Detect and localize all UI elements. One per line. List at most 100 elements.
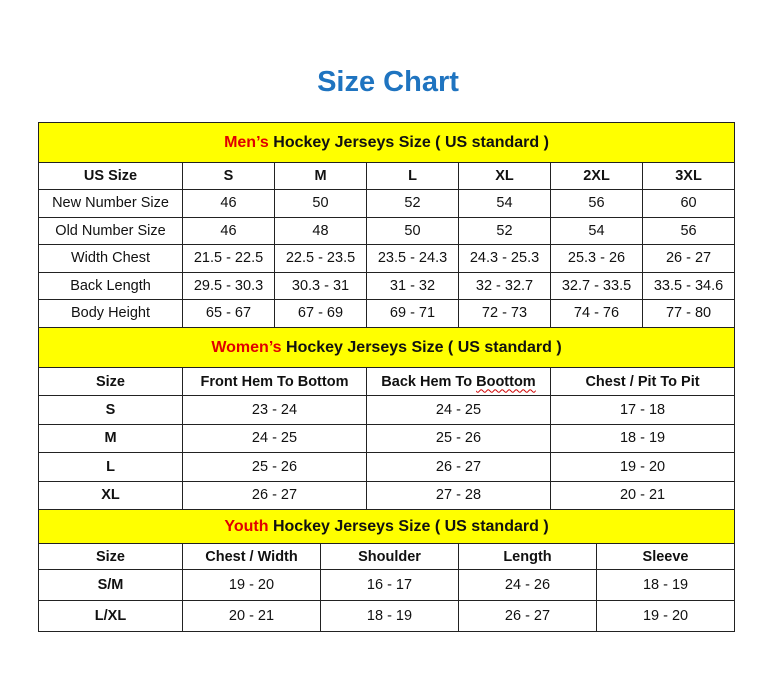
table-cell: 26 - 27 <box>458 600 597 632</box>
column-header-label: XL <box>495 168 514 184</box>
table-cell: 46 <box>182 189 275 218</box>
column-header: Size <box>38 543 183 570</box>
table-cell: 19 - 20 <box>549 452 736 482</box>
row-label: Back Length <box>38 271 183 300</box>
table-cell: 30.3 - 31 <box>274 271 367 300</box>
table-cell: 31 - 32 <box>366 271 459 300</box>
column-header-label: Chest / Pit To Pit <box>585 373 700 390</box>
banner-highlight: Women’s <box>211 338 282 356</box>
table-cell: 65 - 67 <box>182 299 275 328</box>
column-header: Sleeve <box>595 543 736 570</box>
spellcheck-underline: Boottom <box>476 373 536 390</box>
table-cell: 19 - 20 <box>595 600 736 632</box>
row-label: S/M <box>38 569 183 601</box>
table-row: L/XL 20 - 21 18 - 19 26 - 27 19 - 20 <box>38 600 736 632</box>
table-cell: 74 - 76 <box>550 299 643 328</box>
column-header: 3XL <box>641 162 736 190</box>
row-label: L <box>38 452 183 482</box>
table-cell: 24 - 25 <box>182 423 367 453</box>
table-cell: 69 - 71 <box>366 299 459 328</box>
column-header: L <box>366 162 459 190</box>
column-header: Back Hem To Boottom <box>366 367 551 396</box>
column-header-label: S <box>223 168 234 184</box>
table-cell: 32.7 - 33.5 <box>550 271 643 300</box>
page-title: Size Chart <box>317 66 459 98</box>
column-header-label: Front Hem To Bottom <box>200 373 349 390</box>
table-cell: 23.5 - 24.3 <box>366 244 459 273</box>
table-row: Back Length 29.5 - 30.3 30.3 - 31 31 - 32 32… <box>38 271 736 300</box>
table-cell: 22.5 - 23.5 <box>274 244 367 273</box>
table-cell: 29.5 - 30.3 <box>182 271 275 300</box>
women-banner: Women’s Hockey Jerseys Size ( US standar… <box>37 327 736 368</box>
row-label: M <box>38 423 183 453</box>
column-header-label: M <box>314 168 327 184</box>
column-header-label: Back Hem To Boottom <box>381 373 536 390</box>
table-cell: 24 - 26 <box>458 569 597 601</box>
banner-text: Hockey Jerseys Size ( US standard ) <box>281 338 562 356</box>
table-cell: 26 - 27 <box>366 452 551 482</box>
table-cell: 25.3 - 26 <box>550 244 643 273</box>
table-cell: 50 <box>366 216 459 245</box>
row-label: Body Height <box>38 299 183 328</box>
table-row: XL 26 - 27 27 - 28 20 - 21 <box>38 480 736 510</box>
table-row: Body Height 65 - 67 67 - 69 69 - 71 72 - 73 7… <box>38 299 736 328</box>
table-cell: 21.5 - 22.5 <box>182 244 275 273</box>
column-header-label: Shoulder <box>358 548 421 565</box>
column-header: US Size <box>38 162 183 190</box>
table-row: L 25 - 26 26 - 27 19 - 20 <box>38 452 736 482</box>
row-label: New Number Size <box>38 189 183 218</box>
banner-text: Hockey Jerseys Size ( US standard ) <box>268 517 549 535</box>
table-row: New Number Size 46 50 52 54 56 60 <box>38 189 736 218</box>
table-cell: 24 - 25 <box>366 395 551 425</box>
row-label: S <box>38 395 183 425</box>
table-cell: 72 - 73 <box>458 299 551 328</box>
table-cell: 19 - 20 <box>182 569 321 601</box>
table-row: Old Number Size 46 48 50 52 54 56 <box>38 216 736 245</box>
table-row: M 24 - 25 25 - 26 18 - 19 <box>38 423 736 453</box>
table-cell: 32 - 32.7 <box>458 271 551 300</box>
womens-size-table: Women’s Hockey Jerseys Size ( US standar… <box>37 327 736 510</box>
table-cell: 54 <box>458 189 551 218</box>
column-header: Chest / Pit To Pit <box>549 367 736 396</box>
table-cell: 17 - 18 <box>549 395 736 425</box>
column-header: Chest / Width <box>182 543 321 570</box>
row-label: XL <box>38 480 183 510</box>
mens-size-table: Men’s Hockey Jerseys Size ( US standard … <box>37 122 736 328</box>
column-header: Size <box>38 367 183 396</box>
column-header-label: 2XL <box>583 168 610 184</box>
table-cell: 27 - 28 <box>366 480 551 510</box>
column-header-label: Chest / Width <box>205 548 298 565</box>
column-header-label: Size <box>95 548 125 565</box>
table-cell: 60 <box>641 189 736 218</box>
table-cell: 56 <box>641 216 736 245</box>
table-cell: 52 <box>458 216 551 245</box>
header-row: US Size S M L XL 2XL 3XL <box>38 162 736 190</box>
table-cell: 25 - 26 <box>366 423 551 453</box>
table-cell: 20 - 21 <box>182 600 321 632</box>
table-cell: 26 - 27 <box>182 480 367 510</box>
youth-size-table: Youth Hockey Jerseys Size ( US standard … <box>37 509 736 632</box>
table-row: S 23 - 24 24 - 25 17 - 18 <box>38 395 736 425</box>
table-cell: 18 - 19 <box>549 423 736 453</box>
header-row: Size Chest / Width Shoulder Length Sleeve <box>38 543 736 570</box>
column-header-label: Length <box>503 548 552 565</box>
table-cell: 25 - 26 <box>182 452 367 482</box>
table-cell: 77 - 80 <box>641 299 736 328</box>
row-label: Old Number Size <box>38 216 183 245</box>
column-header: 2XL <box>550 162 643 190</box>
column-header: M <box>274 162 367 190</box>
table-cell: 46 <box>182 216 275 245</box>
table-cell: 56 <box>550 189 643 218</box>
column-header-label: US Size <box>83 168 138 184</box>
table-cell: 18 - 19 <box>595 569 736 601</box>
table-cell: 52 <box>366 189 459 218</box>
banner-highlight: Youth <box>224 517 269 535</box>
banner-text: Hockey Jerseys Size ( US standard ) <box>268 133 549 151</box>
row-label: Width Chest <box>38 244 183 273</box>
column-header: Front Hem To Bottom <box>182 367 367 396</box>
table-cell: 48 <box>274 216 367 245</box>
column-header: S <box>182 162 275 190</box>
table-row: Width Chest 21.5 - 22.5 22.5 - 23.5 23.5 - … <box>38 244 736 273</box>
table-cell: 16 - 17 <box>320 569 459 601</box>
men-banner: Men’s Hockey Jerseys Size ( US standard … <box>37 122 736 163</box>
